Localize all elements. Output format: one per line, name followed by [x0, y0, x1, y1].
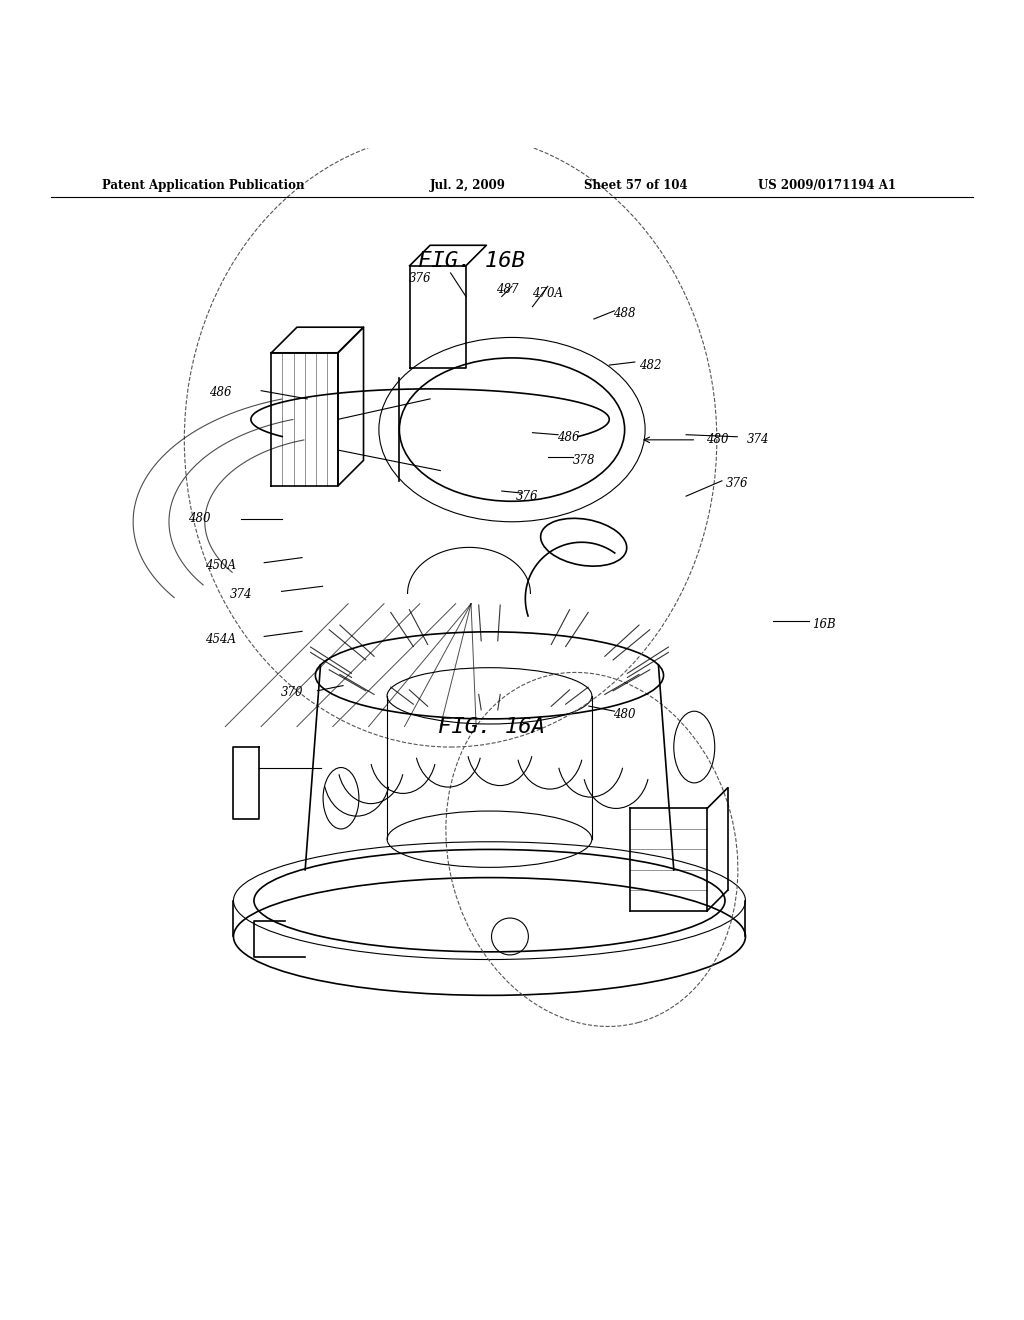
Text: 486: 486	[557, 432, 580, 445]
Text: 487: 487	[496, 282, 518, 296]
Text: 480: 480	[613, 708, 636, 721]
Text: 450A: 450A	[205, 560, 236, 573]
Text: 16B: 16B	[812, 618, 837, 631]
Text: Sheet 57 of 104: Sheet 57 of 104	[584, 180, 687, 193]
Text: 374: 374	[746, 433, 769, 446]
Text: 376: 376	[726, 478, 749, 490]
Text: FIG. 16B: FIG. 16B	[418, 251, 524, 271]
Text: 480: 480	[188, 512, 211, 525]
Text: 482: 482	[639, 359, 662, 372]
Text: FIG. 16A: FIG. 16A	[438, 717, 545, 737]
Text: 480: 480	[706, 433, 728, 446]
Text: 370: 370	[281, 686, 303, 700]
Text: 374: 374	[229, 587, 252, 601]
Text: Patent Application Publication: Patent Application Publication	[102, 180, 305, 193]
Text: 376: 376	[516, 490, 539, 503]
Text: US 2009/0171194 A1: US 2009/0171194 A1	[758, 180, 896, 193]
Text: 378: 378	[572, 454, 595, 467]
Text: 454A: 454A	[205, 634, 236, 645]
Text: 488: 488	[613, 308, 636, 321]
Text: Jul. 2, 2009: Jul. 2, 2009	[430, 180, 506, 193]
Text: 486: 486	[209, 387, 231, 399]
Text: 470A: 470A	[532, 286, 563, 300]
Text: 376: 376	[409, 272, 431, 285]
